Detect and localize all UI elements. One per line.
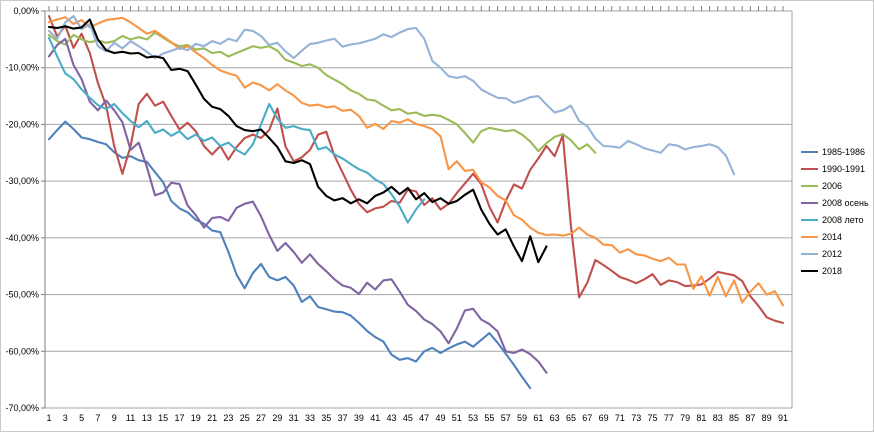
- x-axis-label: 1: [46, 413, 51, 423]
- x-axis-label: 45: [403, 413, 413, 423]
- y-axis-label: 0,00%: [13, 6, 39, 16]
- x-axis-label: 55: [484, 413, 494, 423]
- x-axis-label: 15: [158, 413, 168, 423]
- legend-item-2008-осень[interactable]: 2008 осень: [801, 198, 871, 208]
- x-axis-label: 43: [387, 413, 397, 423]
- x-axis-label: 81: [696, 413, 706, 423]
- x-axis-label: 9: [112, 413, 117, 423]
- x-axis-label: 77: [664, 413, 674, 423]
- x-axis-label: 75: [648, 413, 658, 423]
- legend-line-marker-icon: [801, 219, 818, 221]
- x-axis-label: 27: [256, 413, 266, 423]
- x-axis-label: 41: [370, 413, 380, 423]
- x-axis-label: 79: [680, 413, 690, 423]
- legend-label: 2006: [822, 181, 843, 191]
- x-axis-label: 11: [126, 413, 135, 423]
- series-line-1990-1991[interactable]: [47, 15, 785, 324]
- legend-line-marker-icon: [801, 168, 818, 170]
- legend-item-1985-1986[interactable]: 1985-1986: [801, 147, 871, 157]
- legend-line-marker-icon: [801, 185, 818, 187]
- x-axis-label: 23: [223, 413, 233, 423]
- x-axis-label: 21: [207, 413, 217, 423]
- x-axis-label: 89: [762, 413, 772, 423]
- x-axis-label: 3: [63, 413, 68, 423]
- legend-line-marker-icon: [801, 236, 818, 238]
- x-axis-label: 7: [95, 413, 100, 423]
- x-axis-label: 29: [272, 413, 282, 423]
- legend-item-2014[interactable]: 2014: [801, 232, 871, 242]
- legend-item-2018[interactable]: 2018: [801, 266, 871, 276]
- y-axis-label: -20,00%: [5, 119, 39, 129]
- x-axis-label: 63: [550, 413, 560, 423]
- x-axis-label: 61: [533, 413, 543, 423]
- x-axis-label: 71: [615, 413, 625, 423]
- series-line-2008-осень[interactable]: [47, 37, 548, 374]
- x-axis-label: 31: [289, 413, 299, 423]
- x-axis-label: 5: [79, 413, 84, 423]
- x-axis-label: 19: [191, 413, 201, 423]
- legend-line-marker-icon: [801, 270, 818, 272]
- legend-item-2012[interactable]: 2012: [801, 249, 871, 259]
- series-line-2012[interactable]: [47, 15, 736, 176]
- y-axis-label: -50,00%: [5, 290, 39, 300]
- x-axis-label: 25: [240, 413, 250, 423]
- x-axis-label: 47: [419, 413, 429, 423]
- legend-line-marker-icon: [801, 151, 818, 153]
- x-axis-label: 39: [354, 413, 364, 423]
- x-axis-label: 83: [713, 413, 723, 423]
- legend-label: 2014: [822, 232, 843, 242]
- series-line-1985-1986[interactable]: [47, 120, 532, 390]
- x-axis-label: 65: [566, 413, 576, 423]
- legend-label: 1985-1986: [822, 147, 866, 157]
- x-axis-label: 49: [435, 413, 445, 423]
- x-axis-label: 13: [142, 413, 152, 423]
- y-axis-label: -70,00%: [5, 403, 39, 413]
- y-axis-label: -40,00%: [5, 233, 39, 243]
- x-axis-label: 37: [338, 413, 348, 423]
- x-axis-label: 57: [501, 413, 511, 423]
- x-axis-label: 67: [582, 413, 592, 423]
- legend: 1985-1986 1990-1991 2006 2008 осень 2008 лет…: [801, 147, 871, 276]
- x-axis-label: 33: [305, 413, 315, 423]
- y-axis-label: -60,00%: [5, 346, 39, 356]
- x-axis-label: 85: [729, 413, 739, 423]
- x-axis-label: 53: [468, 413, 478, 423]
- x-axis-label: 91: [778, 413, 788, 423]
- x-axis-label: 35: [321, 413, 331, 423]
- series-line-2006[interactable]: [47, 31, 597, 154]
- x-axis-label: 59: [517, 413, 527, 423]
- legend-label: 1990-1991: [822, 164, 866, 174]
- x-axis-label: 51: [452, 413, 462, 423]
- legend-label: 2008 осень: [822, 198, 869, 208]
- series-line-2008-лето[interactable]: [47, 36, 426, 224]
- legend-item-2008-лето[interactable]: 2008 лето: [801, 215, 871, 225]
- legend-label: 2012: [822, 249, 843, 259]
- legend-label: 2018: [822, 266, 843, 276]
- legend-item-2006[interactable]: 2006: [801, 181, 871, 191]
- x-axis-label: 87: [745, 413, 755, 423]
- x-axis-label: 17: [174, 413, 184, 423]
- legend-label: 2008 лето: [822, 215, 864, 225]
- legend-line-marker-icon: [801, 202, 818, 204]
- series-line-2018[interactable]: [47, 18, 548, 264]
- y-axis-label: -10,00%: [5, 63, 39, 73]
- legend-item-1990-1991[interactable]: 1990-1991: [801, 164, 871, 174]
- legend-line-marker-icon: [801, 253, 818, 255]
- y-axis-label: -30,00%: [5, 176, 39, 186]
- series-line-2014[interactable]: [47, 16, 785, 307]
- x-axis-label: 73: [631, 413, 641, 423]
- x-axis-label: 69: [599, 413, 609, 423]
